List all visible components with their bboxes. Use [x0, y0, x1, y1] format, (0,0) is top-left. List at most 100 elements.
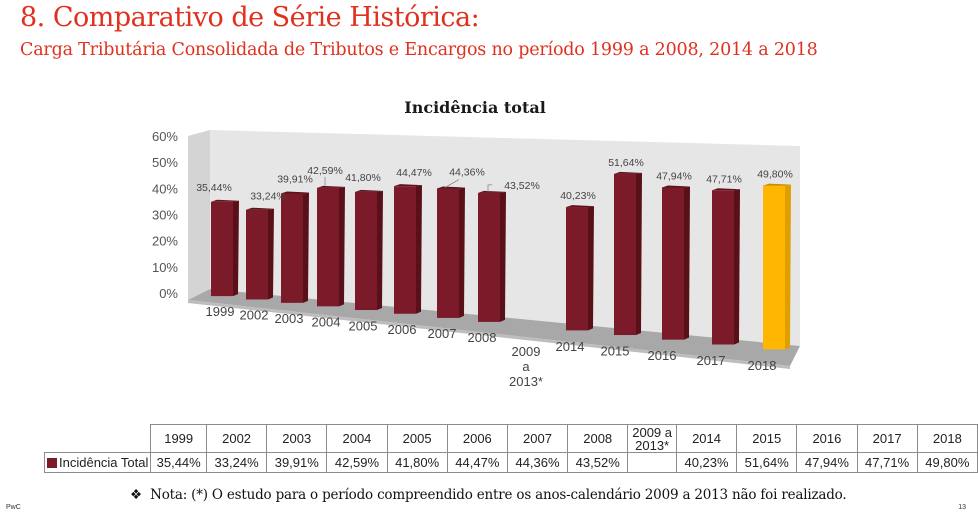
bar	[317, 187, 339, 307]
bar	[614, 173, 636, 336]
page-number: 13	[958, 504, 966, 511]
bar-top	[317, 185, 345, 188]
bar	[478, 192, 500, 322]
bar-side	[588, 206, 594, 331]
side-wall	[188, 130, 210, 300]
data-label: 40,23%	[560, 190, 596, 202]
y-tick-label: 20%	[152, 234, 178, 249]
bar-top	[246, 207, 274, 210]
x-tick-label: 2015	[601, 344, 630, 359]
data-table-cell: 44,47%	[446, 452, 508, 473]
data-table-cell: 42,59%	[326, 452, 388, 473]
bar-top	[712, 188, 740, 191]
x-tick-label: 2004	[312, 315, 341, 330]
x-tick-label: 2008	[468, 330, 497, 345]
data-label: 43,52%	[504, 180, 540, 192]
page-title: 8. Comparativo de Série Histórica:	[20, 2, 480, 33]
floor-edge	[188, 300, 790, 369]
data-label: 51,64%	[608, 157, 644, 169]
bar-side	[268, 208, 274, 300]
data-table-cell: 40,23%	[675, 452, 738, 473]
bar-side	[734, 189, 740, 345]
data-table-cell: 47,71%	[856, 452, 918, 473]
data-table-header-cell: 1999	[150, 424, 207, 453]
bar-top	[614, 171, 642, 174]
y-tick-label: 0%	[159, 286, 178, 301]
data-table-header-cell: 2004	[326, 424, 388, 453]
data-table-cell	[627, 452, 677, 473]
data-table-cell: 47,94%	[796, 452, 858, 473]
chart-bars	[211, 171, 791, 350]
bar-side	[684, 186, 690, 340]
data-table-header-cell: 2007	[506, 424, 569, 453]
bar-side	[339, 186, 345, 307]
bar-top	[662, 185, 690, 188]
data-table-row: Incidência Total 35,44% 33,24% 39,91% 42,59…	[43, 452, 978, 473]
data-table-cell: 49,80%	[916, 452, 978, 473]
data-table-cell: 43,52%	[567, 452, 629, 473]
data-table-cell: 35,44%	[150, 452, 207, 473]
leader-line	[444, 179, 460, 188]
bar	[437, 188, 459, 318]
y-axis-ticks: 0% 10% 20% 30% 40% 50% 60%	[152, 129, 178, 301]
x-tick-label: 2013*	[509, 374, 543, 389]
x-tick-label: a	[522, 359, 530, 374]
legend-label: Incidência Total	[59, 455, 149, 470]
bar	[662, 187, 684, 340]
chart-title-wrap: Incidência total	[0, 98, 978, 117]
bar-side	[785, 184, 791, 350]
data-table-cell: 33,24%	[205, 452, 268, 473]
diamond-bullet-icon: ❖	[130, 487, 142, 503]
bar-top	[566, 205, 594, 208]
data-table-header-cell: 2002	[205, 424, 268, 453]
data-label: 44,47%	[396, 167, 432, 179]
bar-side	[500, 191, 506, 322]
data-table-header-row: 1999 2002 2003 2004 2005 2006 2007 2008 2009 a 2…	[45, 424, 978, 453]
data-table-header-cell: 2009 a 2013*	[627, 424, 677, 453]
data-label: 41,80%	[345, 172, 381, 184]
x-axis-labels: 1999 2002 2003 2004 2005 2006 2007 20082009a201…	[206, 304, 777, 389]
data-table-header-cell: 2016	[796, 424, 858, 453]
x-tick-label: 1999	[206, 304, 235, 319]
bar-top	[281, 191, 309, 194]
x-tick-label: 2009	[512, 344, 541, 359]
data-table-header-cell: 2008	[567, 424, 629, 453]
bar-top	[478, 190, 506, 193]
data-labels: 35,44% 33,24% 39,91%42,59%41,80% 44,47% 44,3…	[196, 157, 793, 203]
data-table-cell: 41,80%	[386, 452, 448, 473]
bar	[712, 190, 734, 345]
bar-top	[763, 183, 791, 186]
data-label: 39,91%	[277, 173, 313, 185]
data-label: 47,71%	[706, 173, 742, 185]
bar	[355, 191, 377, 311]
x-tick-label: 2017	[697, 353, 726, 368]
data-table-header-cell: 2003	[266, 424, 328, 453]
x-tick-label: 2014	[556, 339, 585, 354]
bar-top	[394, 184, 422, 187]
y-tick-label: 40%	[152, 181, 178, 196]
y-tick-label: 30%	[152, 208, 178, 223]
data-table-cell: 39,91%	[266, 452, 328, 473]
data-table-header-cell: 2005	[386, 424, 448, 453]
data-table-corner	[45, 425, 151, 453]
bar-top	[211, 199, 239, 202]
bar-side	[459, 187, 465, 318]
bar-side	[636, 172, 642, 336]
leader-line	[487, 184, 492, 192]
x-tick-label: 2002	[240, 307, 269, 322]
x-tick-label: 2007	[428, 326, 457, 341]
data-label: 42,59%	[307, 165, 343, 177]
x-tick-label: 2016	[648, 348, 677, 363]
data-table-cell: 51,64%	[736, 452, 798, 473]
y-tick-label: 60%	[152, 129, 178, 144]
data-table: 1999 2002 2003 2004 2005 2006 2007 2008 2009 a 2…	[43, 424, 978, 473]
data-table-header-cell: 2018	[916, 424, 978, 453]
legend-swatch-icon	[47, 458, 57, 468]
bar-top	[437, 186, 465, 189]
data-label: 44,36%	[449, 166, 485, 178]
bar	[246, 209, 268, 300]
x-tick-label: 2018	[748, 358, 777, 373]
y-tick-label: 50%	[152, 155, 178, 170]
footer-brand: PwC	[6, 504, 21, 511]
bar-chart-3d: 0%10%20%30%40%50%60% 35,44%33,24%39,91%4…	[152, 129, 800, 389]
